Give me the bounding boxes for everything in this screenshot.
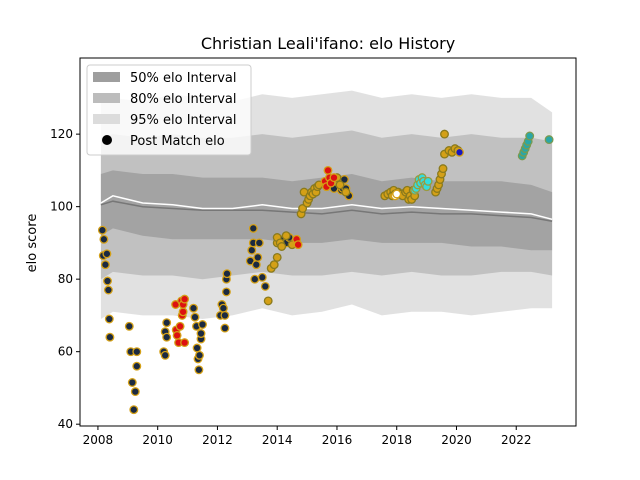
data-point [423, 176, 433, 186]
data-point [455, 147, 464, 157]
x-axis: 2008 2010 2012 2014 2016 2018 2020 2022 [83, 426, 532, 447]
data-point [196, 329, 206, 338]
data-point [248, 223, 258, 233]
data-point [162, 318, 172, 328]
y-tick-label: 80 [58, 272, 73, 286]
legend: 50% elo Interval 80% elo Interval 95% elo … [86, 64, 252, 156]
data-point [220, 310, 230, 320]
data-point [160, 350, 170, 360]
y-tick-label: 100 [50, 200, 73, 214]
data-point [222, 269, 232, 279]
data-point [335, 180, 345, 190]
data-point [195, 350, 204, 360]
data-point [544, 135, 554, 145]
data-point [127, 378, 137, 387]
legend-swatch [93, 72, 120, 82]
elo-lines [100, 194, 553, 222]
data-point [329, 173, 339, 183]
y-axis-label: elo score [25, 214, 40, 273]
data-point [102, 249, 112, 259]
data-point [218, 303, 228, 313]
data-point [97, 225, 107, 235]
data-point [525, 131, 535, 141]
data-point [440, 129, 449, 139]
x-tick-label: 2020 [441, 433, 472, 447]
data-point [272, 252, 282, 262]
data-point [220, 323, 230, 333]
data-point [105, 332, 115, 342]
data-point [132, 347, 142, 357]
data-point [281, 231, 291, 241]
x-tick-label: 2012 [202, 433, 233, 447]
data-point [221, 287, 231, 297]
data-point [251, 260, 261, 270]
data-point [323, 165, 333, 175]
y-tick-label: 60 [58, 345, 73, 359]
data-point [257, 272, 267, 282]
data-point [103, 276, 112, 286]
data-point [247, 245, 257, 255]
data-point [132, 361, 142, 371]
data-point [192, 343, 202, 353]
x-tick-label: 2018 [381, 433, 412, 447]
y-tick-label: 40 [58, 417, 73, 431]
x-tick-label: 2014 [262, 433, 293, 447]
plot-frame [79, 57, 577, 427]
data-point [253, 252, 263, 262]
data-point [250, 274, 260, 284]
data-point [100, 260, 110, 270]
data-point [263, 296, 273, 306]
median-line [100, 200, 553, 222]
legend-box [86, 64, 252, 156]
post-match-points [97, 129, 554, 415]
x-tick-label: 2016 [322, 433, 353, 447]
x-tick-label: 2008 [83, 433, 114, 447]
data-point [175, 321, 185, 331]
data-point [293, 240, 303, 250]
legend-label: Post Match elo [130, 134, 225, 149]
data-point [130, 387, 140, 397]
x-tick-label: 2022 [501, 433, 532, 447]
chart-title: Christian Leali'ifano: elo History [201, 34, 455, 53]
legend-marker [102, 135, 112, 145]
data-point [180, 294, 190, 304]
data-point [172, 330, 182, 340]
data-point [198, 320, 207, 329]
legend-label: 95% elo Interval [130, 113, 237, 128]
data-point [124, 321, 134, 331]
data-point [254, 238, 264, 248]
data-point [260, 281, 270, 291]
x-tick-label: 2010 [142, 433, 173, 447]
legend-swatch [93, 93, 120, 103]
data-point [190, 312, 200, 322]
data-point [438, 164, 448, 174]
data-point [269, 260, 279, 270]
legend-swatch [93, 114, 120, 124]
data-point [341, 187, 351, 197]
data-point [180, 338, 190, 348]
data-point [103, 285, 113, 295]
data-point [162, 332, 172, 342]
data-point [129, 405, 139, 415]
y-axis: 40 60 80 100 120 [50, 127, 80, 431]
legend-label: 80% elo Interval [130, 92, 237, 107]
legend-label: 50% elo Interval [130, 71, 237, 86]
data-point [99, 234, 109, 244]
data-point [104, 314, 114, 324]
data-point [277, 242, 287, 251]
data-point [178, 307, 188, 317]
y-tick-label: 120 [50, 127, 73, 141]
data-point [194, 365, 204, 375]
data-point [189, 303, 198, 313]
mean-line [100, 194, 553, 221]
data-point [392, 189, 402, 199]
